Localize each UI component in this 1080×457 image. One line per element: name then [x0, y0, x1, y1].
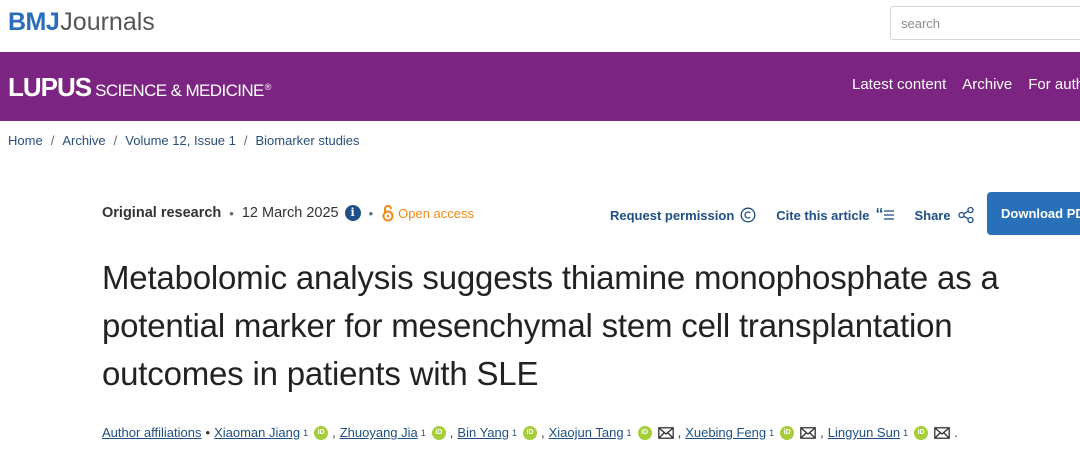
email-icon[interactable] — [934, 426, 950, 439]
breadcrumb-section[interactable]: Biomarker studies — [255, 133, 360, 148]
author-name[interactable]: Bin Yang — [457, 425, 509, 440]
cite-lines-icon — [884, 210, 895, 220]
open-access-label: Open access — [398, 205, 475, 221]
copyright-icon — [740, 207, 756, 223]
author-separator: , — [540, 425, 545, 440]
share-label: Share — [914, 207, 951, 223]
publication-date: 12 March 2025 — [241, 205, 339, 221]
article-title: Metabolomic analysis suggests thiamine m… — [102, 259, 999, 392]
author-separator: , — [677, 425, 682, 440]
email-icon[interactable] — [800, 426, 817, 439]
request-permission-label: Request permission — [610, 207, 735, 223]
nav-link-archive[interactable]: Archive — [962, 76, 1013, 93]
author-affiliation-number[interactable]: 1 — [420, 427, 426, 438]
article-actions: Request permission Cite this article “ S… — [610, 206, 975, 224]
orcid-icon[interactable]: iD — [314, 425, 329, 440]
info-icon[interactable]: i — [344, 205, 361, 221]
author-affiliation-number[interactable]: 1 — [511, 427, 517, 438]
breadcrumb: Home / Archive / Volume 12, Issue 1 / Bi… — [8, 133, 360, 148]
orcid-icon[interactable]: iD — [431, 425, 446, 440]
email-icon[interactable] — [657, 426, 674, 439]
author-list: Author affiliations • Xiaoman Jiang 1 iD, Z… — [102, 425, 1072, 440]
orcid-icon[interactable]: iD — [780, 425, 795, 440]
journal-logo-sub: SCIENCE & MEDICINE — [95, 81, 264, 100]
logo-journals-text: Journals — [60, 8, 155, 36]
top-bar: BMJJournals — [0, 0, 1080, 52]
bmj-journals-logo[interactable]: BMJJournals — [8, 6, 155, 38]
author-items: Xiaoman Jiang 1 iD, Zhuoyang Jia 1 iD, Bin Yan… — [214, 425, 962, 440]
journal-logo[interactable]: LUPUS SCIENCE & MEDICINE® — [8, 72, 271, 103]
breadcrumb-separator: / — [243, 133, 248, 148]
breadcrumb-volume[interactable]: Volume 12, Issue 1 — [125, 133, 236, 148]
open-lock-icon — [382, 205, 394, 222]
author-affiliation-number[interactable]: 1 — [769, 427, 775, 438]
download-pdf-button[interactable]: Download PDF — [987, 192, 1080, 235]
author-separator: , — [820, 425, 824, 440]
nav-link-latest-content[interactable]: Latest content — [852, 76, 947, 93]
cite-icon: “ — [875, 206, 895, 223]
author-name[interactable]: Xuebing Feng — [685, 425, 767, 440]
registered-mark: ® — [264, 81, 272, 92]
author-separator: , — [332, 425, 336, 440]
author-separator: , — [449, 425, 454, 440]
author-bullet: • — [205, 425, 211, 440]
author-affiliation-number[interactable]: 1 — [303, 427, 309, 438]
orcid-icon[interactable]: iD — [637, 425, 652, 440]
meta-separator: • — [368, 205, 374, 221]
author-separator: . — [954, 425, 958, 440]
author-name[interactable]: Xiaoman Jiang — [214, 425, 301, 440]
author-affiliation-number[interactable]: 1 — [903, 427, 909, 438]
author-affiliation-number[interactable]: 1 — [626, 427, 632, 438]
share-button[interactable]: Share — [914, 206, 974, 224]
orcid-icon[interactable]: iD — [522, 425, 537, 440]
share-icon — [957, 206, 974, 224]
cite-article-label: Cite this article — [776, 207, 870, 223]
logo-bmj-text: BMJ — [8, 8, 60, 36]
meta-separator: • — [229, 205, 234, 221]
author-name[interactable]: Zhuoyang Jia — [339, 425, 418, 440]
cite-article-button[interactable]: Cite this article “ — [776, 206, 895, 223]
orcid-icon[interactable]: iD — [914, 425, 929, 440]
nav-links: Latest content Archive For authors — [852, 76, 1080, 93]
breadcrumb-home[interactable]: Home — [8, 133, 43, 148]
request-permission-button[interactable]: Request permission — [610, 207, 756, 223]
breadcrumb-separator: / — [50, 133, 55, 148]
breadcrumb-separator: / — [113, 133, 118, 148]
cite-quote-glyph: “ — [875, 206, 884, 223]
search-input[interactable] — [890, 6, 1080, 40]
journal-logo-main: LUPUS — [8, 72, 92, 102]
article-meta: Original research • 12 March 2025 i • Op… — [102, 204, 474, 222]
journal-nav-bar: LUPUS SCIENCE & MEDICINE® Latest content … — [0, 52, 1080, 121]
nav-link-for-authors[interactable]: For authors — [1028, 76, 1080, 93]
author-affiliations-link[interactable]: Author affiliations — [102, 425, 202, 440]
article-type: Original research — [102, 205, 222, 221]
breadcrumb-archive[interactable]: Archive — [62, 133, 106, 148]
author-name[interactable]: Lingyun Sun — [827, 425, 901, 440]
author-name[interactable]: Xiaojun Tang — [548, 425, 624, 440]
